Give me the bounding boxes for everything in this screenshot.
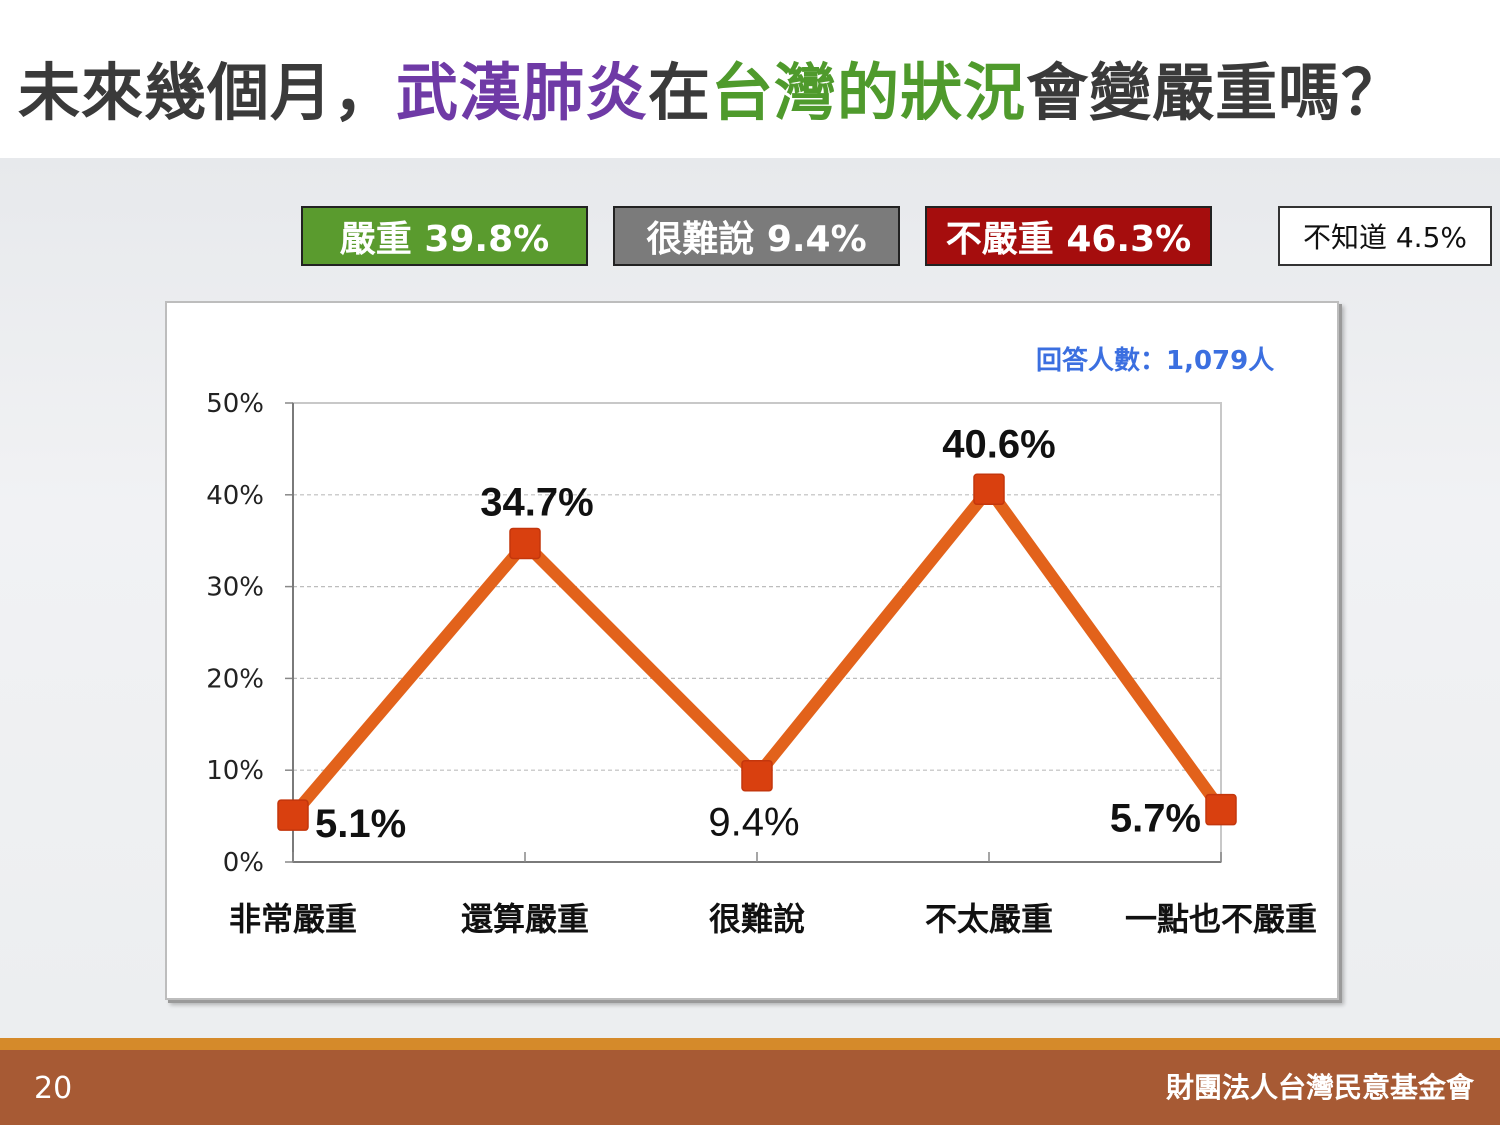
data-label: 34.7% — [480, 480, 593, 524]
line-chart: 0% 10% 20% 30% 40% 50% 非常嚴重 還算嚴重 很難說 不太嚴重 一點也不嚴重 5.… — [206, 389, 1317, 938]
data-point — [277, 799, 309, 831]
respondent-count: 回答人數：1,079人 — [1036, 346, 1275, 376]
x-tick-label: 一點也不嚴重 — [1125, 900, 1317, 938]
x-tick-label: 非常嚴重 — [229, 900, 357, 938]
x-tick-label: 還算嚴重 — [461, 900, 589, 938]
data-point — [1205, 793, 1237, 826]
y-tick-label: 0% — [223, 848, 264, 878]
footer-stripe — [0, 1038, 1500, 1050]
data-point — [741, 759, 773, 792]
x-tick-label: 很難說 — [709, 900, 805, 938]
title-part3: 在 — [648, 56, 712, 129]
data-point — [509, 527, 541, 560]
y-tick-label: 30% — [206, 573, 264, 603]
page-number: 20 — [34, 1071, 73, 1106]
chart-panel — [165, 301, 1339, 1000]
header: 未來幾個月，武漢肺炎在台灣的狀況會變嚴重嗎？ — [0, 0, 1500, 158]
data-label: 40.6% — [942, 422, 1055, 466]
data-label: 5.7% — [1110, 797, 1201, 841]
summary-hard-to-say: 很難說 9.4% — [613, 206, 900, 266]
organization-name: 財團法人台灣民意基金會 — [1165, 1071, 1474, 1104]
y-tick-label: 10% — [206, 756, 264, 786]
title-part4: 台灣的狀況 — [711, 56, 1027, 129]
summary-serious: 嚴重 39.8% — [301, 206, 588, 266]
y-tick-label: 50% — [206, 389, 264, 419]
summary-dont-know: 不知道 4.5% — [1278, 206, 1492, 266]
data-label: 5.1% — [315, 802, 406, 846]
title-part5: 會變嚴重嗎？ — [1026, 56, 1405, 129]
footer — [0, 1050, 1500, 1125]
page-title: 未來幾個月，武漢肺炎在台灣的狀況會變嚴重嗎？ — [18, 42, 1404, 132]
summary-not-serious: 不嚴重 46.3% — [925, 206, 1212, 266]
title-part1: 未來幾個月， — [18, 56, 397, 129]
data-label: 9.4% — [708, 801, 799, 845]
y-tick-label: 40% — [206, 481, 264, 511]
data-point — [973, 473, 1005, 506]
plot-frame — [292, 402, 1222, 863]
y-tick-label: 20% — [206, 664, 264, 694]
x-tick-label: 不太嚴重 — [925, 900, 1053, 938]
title-part2: 武漢肺炎 — [396, 56, 649, 129]
